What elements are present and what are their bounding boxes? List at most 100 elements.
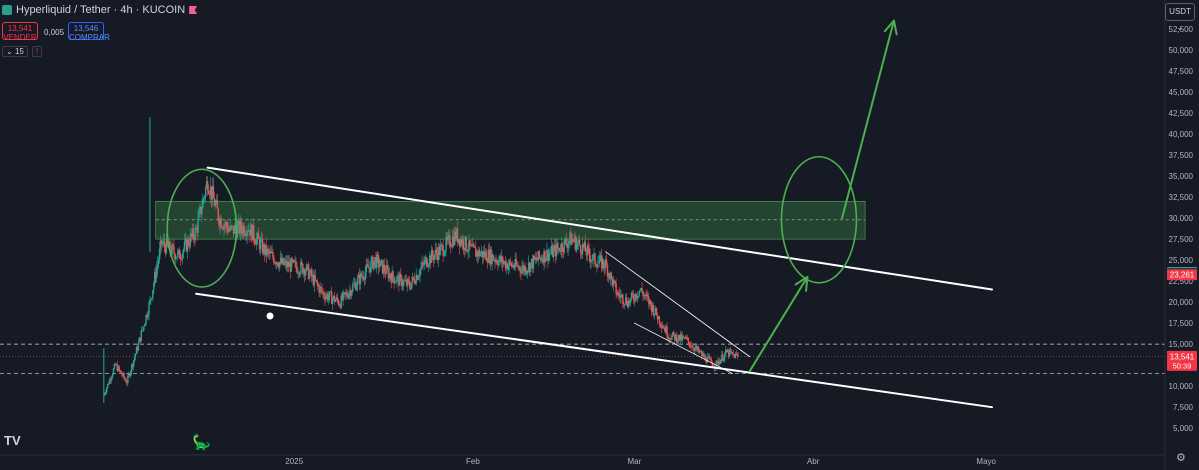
currency-button[interactable]: USDT ⌄ xyxy=(1165,3,1195,32)
candle-body xyxy=(231,225,234,227)
buy-button[interactable]: 13,546 COMPRAR xyxy=(68,22,110,42)
candle-body xyxy=(315,280,317,281)
candle-body xyxy=(464,236,466,251)
candle-body xyxy=(502,256,504,265)
projection-arrow xyxy=(748,275,809,373)
candle-body xyxy=(503,261,506,263)
candle-body xyxy=(695,345,697,348)
candle-body xyxy=(611,276,613,286)
candle-body xyxy=(149,299,151,303)
candle-body xyxy=(287,261,290,267)
candle-body xyxy=(433,254,436,260)
candle-body xyxy=(665,326,667,333)
dino-icon[interactable]: 🦕 xyxy=(192,434,211,451)
candle-body xyxy=(252,225,254,241)
target-arrow xyxy=(841,19,895,220)
candle-body xyxy=(449,235,451,247)
candle-body xyxy=(627,300,630,308)
candle-body xyxy=(285,260,288,268)
candle-body xyxy=(495,259,497,262)
sell-button[interactable]: 13,541 VENDER xyxy=(2,22,38,42)
candle-body xyxy=(499,255,501,261)
candle-body xyxy=(286,261,289,268)
candle-body xyxy=(264,244,266,255)
candle-body xyxy=(426,257,428,267)
candle-body xyxy=(352,284,354,292)
candle-body xyxy=(404,279,407,281)
candle-body xyxy=(210,186,213,200)
candle-body xyxy=(473,244,475,247)
candle-body xyxy=(678,334,681,341)
candle-body xyxy=(694,347,696,351)
symbol-header[interactable]: Hyperliquid / Tether · 4h · KUCOIN xyxy=(2,4,198,16)
candle-body xyxy=(629,297,632,303)
candle-body xyxy=(697,347,699,350)
candle-body xyxy=(369,267,371,273)
candle-body xyxy=(645,293,647,297)
indicators-toggle[interactable]: ⌄ 15 xyxy=(2,45,28,57)
candle-body xyxy=(641,288,643,293)
y-tick-label: 45,000 xyxy=(1169,88,1194,97)
candle-body xyxy=(625,297,627,304)
candle-body xyxy=(307,264,310,279)
candle-body xyxy=(177,251,179,258)
flag-icon[interactable] xyxy=(189,6,198,14)
candle-body xyxy=(226,222,228,228)
y-tick-label: 35,000 xyxy=(1169,172,1194,181)
candle-body xyxy=(428,264,430,267)
candle-body xyxy=(510,262,513,267)
candle-body xyxy=(222,227,224,230)
candle-body xyxy=(265,244,267,256)
candle-body xyxy=(260,238,263,241)
candle-body xyxy=(415,275,417,284)
candle-body xyxy=(220,218,222,228)
hyperliquid-logo-icon xyxy=(2,5,12,15)
y-tick-label: 15,000 xyxy=(1169,340,1194,349)
tradingview-logo-icon[interactable]: TV xyxy=(4,433,21,448)
candle-body xyxy=(267,249,269,251)
alert-icon[interactable]: ! xyxy=(31,45,43,57)
candle-body xyxy=(318,285,320,293)
candle-body xyxy=(608,273,611,279)
drawings-layer xyxy=(166,19,993,409)
candle-body xyxy=(666,326,668,337)
candle-body xyxy=(443,254,445,256)
candle-body xyxy=(383,264,386,272)
candle-body xyxy=(410,282,413,289)
candle-body xyxy=(722,354,724,361)
candle-body xyxy=(444,250,446,255)
candle-body xyxy=(134,353,137,358)
candle-body xyxy=(262,244,265,253)
candle-body xyxy=(451,245,453,247)
candle-body xyxy=(592,254,594,261)
candle-body xyxy=(723,358,725,361)
settings-icon[interactable]: ⚙ xyxy=(1176,452,1186,464)
candle-body xyxy=(651,304,653,312)
candle-body xyxy=(408,281,411,288)
candle-body xyxy=(237,220,240,226)
candle-body xyxy=(703,355,706,358)
candle-body xyxy=(543,250,545,264)
candle-body xyxy=(164,246,167,254)
candle-body xyxy=(251,224,253,241)
candle-body xyxy=(241,229,243,234)
candle-body xyxy=(677,334,680,341)
candle-body xyxy=(442,245,444,256)
candle-body xyxy=(533,255,536,260)
candle-body xyxy=(552,245,554,257)
candle-body xyxy=(673,331,675,335)
candle-body xyxy=(621,294,623,296)
candle-body xyxy=(639,289,641,292)
candle-body xyxy=(732,353,735,355)
y-tick-label: 40,000 xyxy=(1169,130,1194,139)
candle-body xyxy=(375,257,377,268)
candle-body xyxy=(463,248,465,251)
candle-body xyxy=(209,186,212,195)
candle-body xyxy=(255,238,258,245)
candle-body xyxy=(487,249,490,263)
candle-body xyxy=(570,232,572,245)
candle-body xyxy=(699,351,701,353)
candle-body xyxy=(282,258,285,265)
